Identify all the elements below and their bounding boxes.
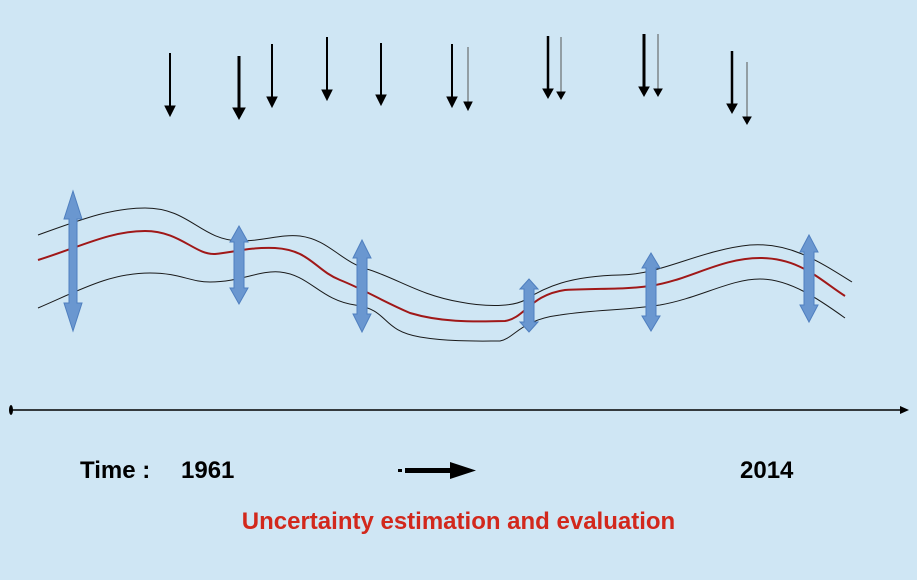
double-arrow-icon <box>518 278 540 333</box>
end-year-label: 2014 <box>740 457 794 484</box>
down-arrow-icon <box>375 43 387 107</box>
axis-arrowhead-icon <box>900 406 909 414</box>
down-arrow-icon <box>726 51 738 115</box>
diagram-caption: Uncertainty estimation and evaluation <box>241 508 676 535</box>
down-arrow-icon <box>638 34 650 98</box>
lower-bound-line <box>37 271 846 342</box>
down-arrow-icon <box>266 44 278 109</box>
time-axis <box>9 405 909 415</box>
down-arrow-icon <box>542 36 554 100</box>
down-arrow-icon <box>556 37 566 101</box>
down-arrow-icon <box>653 34 663 98</box>
down-arrow-icon <box>232 56 246 121</box>
start-year-label: 1961 <box>181 457 235 484</box>
observation-arrows <box>164 34 752 126</box>
double-arrow-icon <box>63 189 83 333</box>
uncertainty-arrows <box>63 189 819 334</box>
double-arrow-icon <box>352 238 372 334</box>
double-arrow-icon <box>799 233 819 324</box>
down-arrow-icon <box>446 44 458 109</box>
double-arrow-icon <box>641 252 661 332</box>
down-arrow-icon <box>164 53 176 118</box>
central-estimate-line <box>37 229 846 323</box>
upper-bound-line <box>37 207 853 306</box>
time-direction-arrow-icon <box>398 462 476 479</box>
double-arrow-icon <box>229 224 249 306</box>
down-arrow-icon <box>742 62 752 126</box>
down-arrow-icon <box>321 37 333 102</box>
down-arrow-icon <box>463 47 473 112</box>
time-label: Time : <box>80 457 151 484</box>
